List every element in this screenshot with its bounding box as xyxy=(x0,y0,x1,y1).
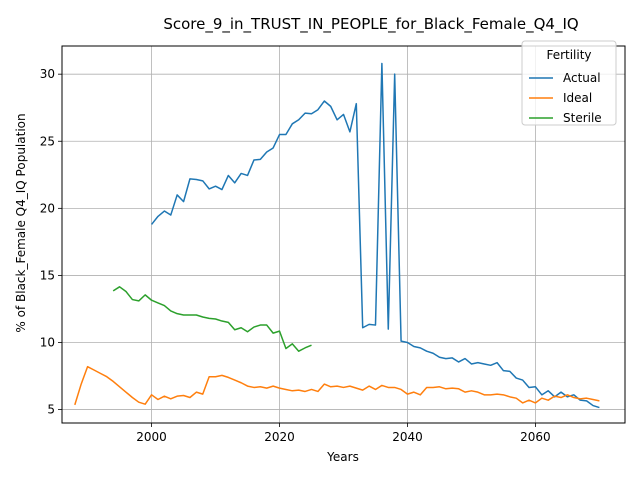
x-tick-label: 2040 xyxy=(392,430,423,444)
legend-label-ideal: Ideal xyxy=(563,91,592,105)
x-tick-label: 2060 xyxy=(520,430,551,444)
chart-title: Score_9_in_TRUST_IN_PEOPLE_for_Black_Fem… xyxy=(163,15,578,34)
y-axis: 5 10 15 20 25 30 xyxy=(40,67,62,417)
x-axis-label: Years xyxy=(326,450,359,464)
plot-area xyxy=(74,62,600,409)
legend-title: Fertility xyxy=(546,48,591,62)
y-tick-label: 25 xyxy=(40,134,55,148)
x-tick-label: 2000 xyxy=(136,430,167,444)
y-tick-label: 5 xyxy=(47,403,55,417)
y-tick-label: 10 xyxy=(40,336,55,350)
y-tick-label: 15 xyxy=(40,268,55,282)
x-axis: 2000 2020 2040 2060 xyxy=(136,423,551,444)
legend-box xyxy=(521,40,617,126)
x-tick-label: 2020 xyxy=(264,430,295,444)
series-line-ideal xyxy=(74,365,600,406)
plot-frame xyxy=(61,45,626,424)
series-line-actual xyxy=(150,62,600,409)
legend-label-actual: Actual xyxy=(563,71,601,85)
y-axis-label: % of Black_Female Q4_IQ Population xyxy=(14,113,28,332)
series-line-sterile xyxy=(112,286,312,352)
legend-label-sterile: Sterile xyxy=(563,111,602,125)
y-tick-label: 20 xyxy=(40,201,55,215)
legend: Fertility Actual Ideal Sterile xyxy=(521,40,617,126)
y-tick-label: 30 xyxy=(40,67,55,81)
